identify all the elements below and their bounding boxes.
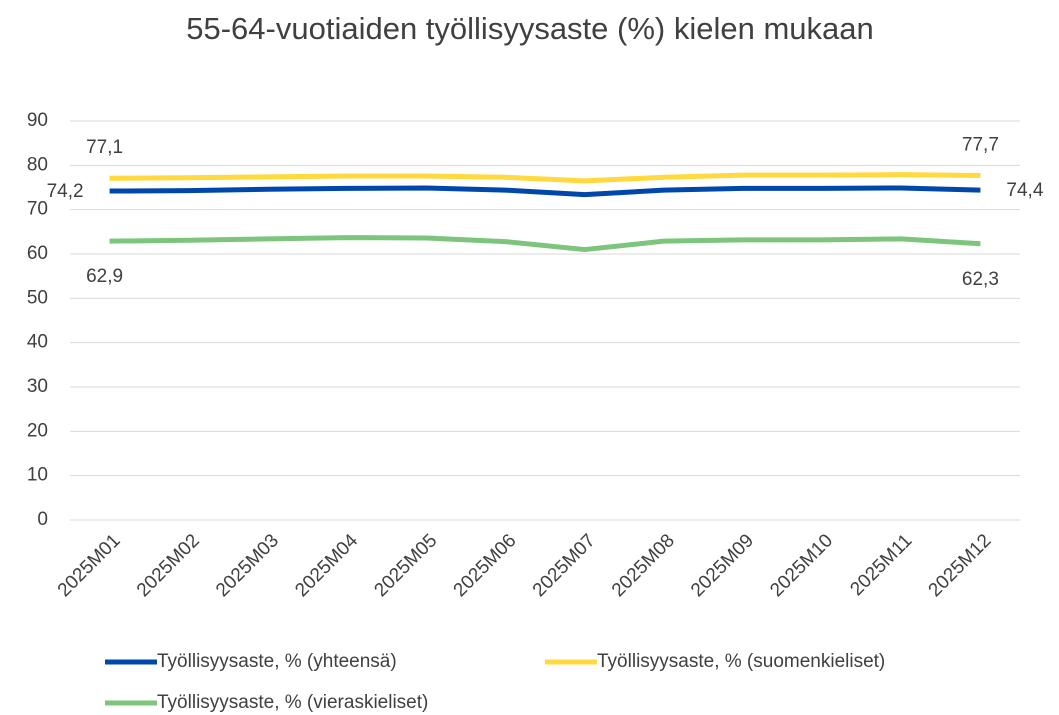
data-label: 74,4 bbox=[1006, 180, 1043, 201]
chart-title: 55-64-vuotiaiden työllisyysaste (%) kiel… bbox=[186, 11, 874, 46]
y-tick-label: 90 bbox=[27, 110, 48, 131]
legend-label: Työllisyysaste, % (vieraskieliset) bbox=[157, 692, 428, 713]
x-tick-label: 2025M11 bbox=[846, 530, 916, 600]
y-tick-label: 30 bbox=[27, 376, 48, 397]
y-tick-label: 40 bbox=[27, 332, 48, 353]
series-line bbox=[109, 185, 981, 198]
x-tick-label: 2025M10 bbox=[766, 530, 837, 601]
y-tick-label: 70 bbox=[27, 199, 48, 220]
series-line bbox=[109, 172, 981, 184]
y-tick-label: 60 bbox=[27, 243, 48, 264]
y-tick-label: 80 bbox=[27, 154, 48, 175]
data-label: 77,7 bbox=[962, 135, 999, 156]
y-tick-label: 50 bbox=[27, 287, 48, 308]
x-tick-label: 2025M05 bbox=[370, 530, 441, 601]
y-tick-label: 10 bbox=[27, 465, 48, 486]
data-label: 77,1 bbox=[86, 137, 123, 158]
legend-label: Työllisyysaste, % (yhteensä) bbox=[157, 651, 397, 672]
x-tick-label: 2025M06 bbox=[450, 530, 521, 601]
series-line bbox=[109, 235, 981, 253]
x-tick-label: 2025M01 bbox=[54, 530, 125, 601]
x-tick-label: 2025M02 bbox=[133, 530, 204, 601]
x-tick-label: 2025M09 bbox=[687, 530, 758, 601]
x-tick-label: 2025M12 bbox=[925, 530, 996, 601]
data-label: 74,2 bbox=[47, 181, 84, 202]
x-tick-label: 2025M04 bbox=[291, 530, 362, 601]
x-tick-label: 2025M07 bbox=[529, 530, 600, 601]
y-tick-label: 20 bbox=[27, 420, 48, 441]
data-label: 62,3 bbox=[962, 269, 999, 290]
legend-label: Työllisyysaste, % (suomenkieliset) bbox=[597, 651, 885, 672]
x-tick-label: 2025M03 bbox=[212, 530, 283, 601]
y-tick-label: 0 bbox=[37, 509, 48, 530]
data-label: 62,9 bbox=[86, 266, 123, 287]
x-tick-label: 2025M08 bbox=[608, 530, 679, 601]
